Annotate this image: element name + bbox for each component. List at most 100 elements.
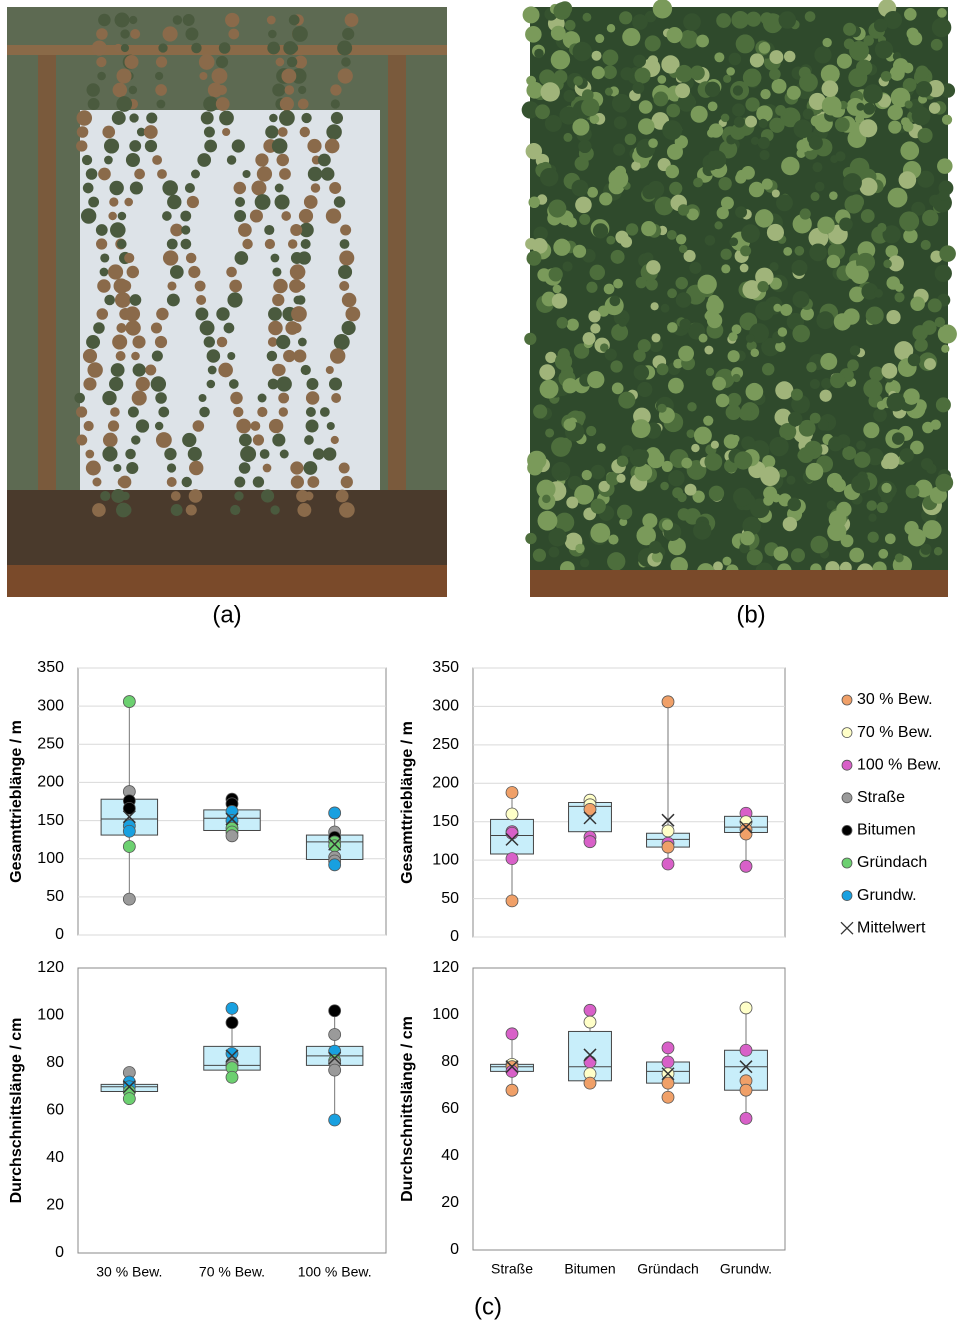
leaf [330, 111, 344, 125]
leaf [826, 472, 843, 489]
leaf [120, 29, 130, 39]
leaf [629, 449, 648, 467]
leaf [778, 11, 797, 29]
leaf [783, 246, 793, 256]
leaf [894, 553, 904, 563]
leaf [580, 558, 590, 568]
legend-label: 30 % Bew. [857, 691, 933, 708]
data-point [505, 1027, 519, 1041]
leaf [166, 293, 180, 307]
leaf [204, 139, 218, 153]
leaf [559, 471, 568, 481]
leaf [934, 264, 952, 282]
leaf [290, 224, 303, 236]
vines [74, 12, 361, 518]
leaf [98, 13, 111, 27]
leaf [645, 278, 658, 291]
leaf [790, 388, 803, 401]
leaf [293, 295, 303, 305]
leaf [582, 332, 596, 346]
leaf [904, 8, 917, 21]
leaf [873, 408, 887, 422]
leaf [333, 334, 350, 350]
leaf [587, 371, 605, 389]
data-point [661, 695, 675, 709]
leaf [566, 496, 579, 509]
y-tick-label: 20 [46, 1197, 64, 1214]
leaf [257, 406, 268, 418]
leaf [642, 252, 654, 264]
y-tick-label: 0 [450, 928, 459, 945]
leaf [289, 279, 303, 293]
leaf [276, 376, 292, 392]
leaf [238, 462, 251, 474]
y-tick-label: 100 [432, 851, 459, 868]
leaf [166, 238, 178, 250]
leaf [904, 520, 919, 536]
leaf [633, 349, 646, 362]
mean-marker [328, 1051, 342, 1065]
data-point [661, 1076, 675, 1090]
leaf [619, 518, 628, 527]
leaf [575, 196, 592, 214]
leaf [622, 27, 641, 47]
data-point [225, 1070, 239, 1084]
leaf [76, 110, 93, 126]
leaf [98, 167, 111, 181]
leaf [216, 336, 228, 348]
leaf [268, 307, 282, 321]
leaf [834, 117, 850, 133]
leaf [116, 68, 132, 84]
leaf [304, 435, 314, 445]
leaf [251, 180, 267, 196]
leaf [80, 208, 97, 224]
leaf [618, 391, 636, 409]
data-point [739, 1112, 753, 1125]
leaf [116, 96, 133, 112]
leaf [589, 114, 600, 124]
leaf [182, 14, 195, 26]
leaf [651, 551, 663, 563]
leaf [553, 238, 571, 256]
leaf [600, 343, 609, 352]
y-tick-label: 250 [432, 736, 459, 753]
leaf [920, 239, 931, 250]
leaf [887, 187, 908, 208]
leaf [610, 360, 623, 373]
leaf [272, 293, 285, 307]
leaf [646, 260, 661, 275]
leaf [734, 451, 753, 470]
leaf [620, 67, 634, 81]
leaf [915, 80, 933, 98]
leaf [590, 498, 606, 514]
leaf [790, 548, 805, 563]
leaf [218, 42, 231, 54]
leaf [262, 463, 272, 473]
leaf [181, 476, 192, 488]
leaf [616, 455, 629, 467]
leaf [86, 335, 101, 349]
leaf [236, 418, 252, 434]
leaf [835, 151, 846, 162]
data-point [122, 892, 136, 906]
mean-marker [225, 1049, 239, 1063]
leaf [548, 199, 567, 218]
leaf [170, 491, 181, 501]
y-tick-label: 80 [441, 1053, 459, 1070]
leaf [905, 484, 920, 499]
leaf [846, 97, 865, 116]
leaf [849, 286, 865, 303]
leaf [592, 223, 609, 239]
leaf [297, 98, 309, 110]
mean-marker [661, 813, 675, 827]
leaf [931, 17, 952, 38]
leaf [586, 425, 597, 437]
leaf [154, 421, 164, 431]
leaf [850, 265, 869, 284]
leaf [233, 406, 244, 418]
mean-marker [225, 812, 239, 826]
leaf [759, 149, 770, 161]
data-point [583, 1076, 597, 1090]
leaf [881, 491, 893, 504]
